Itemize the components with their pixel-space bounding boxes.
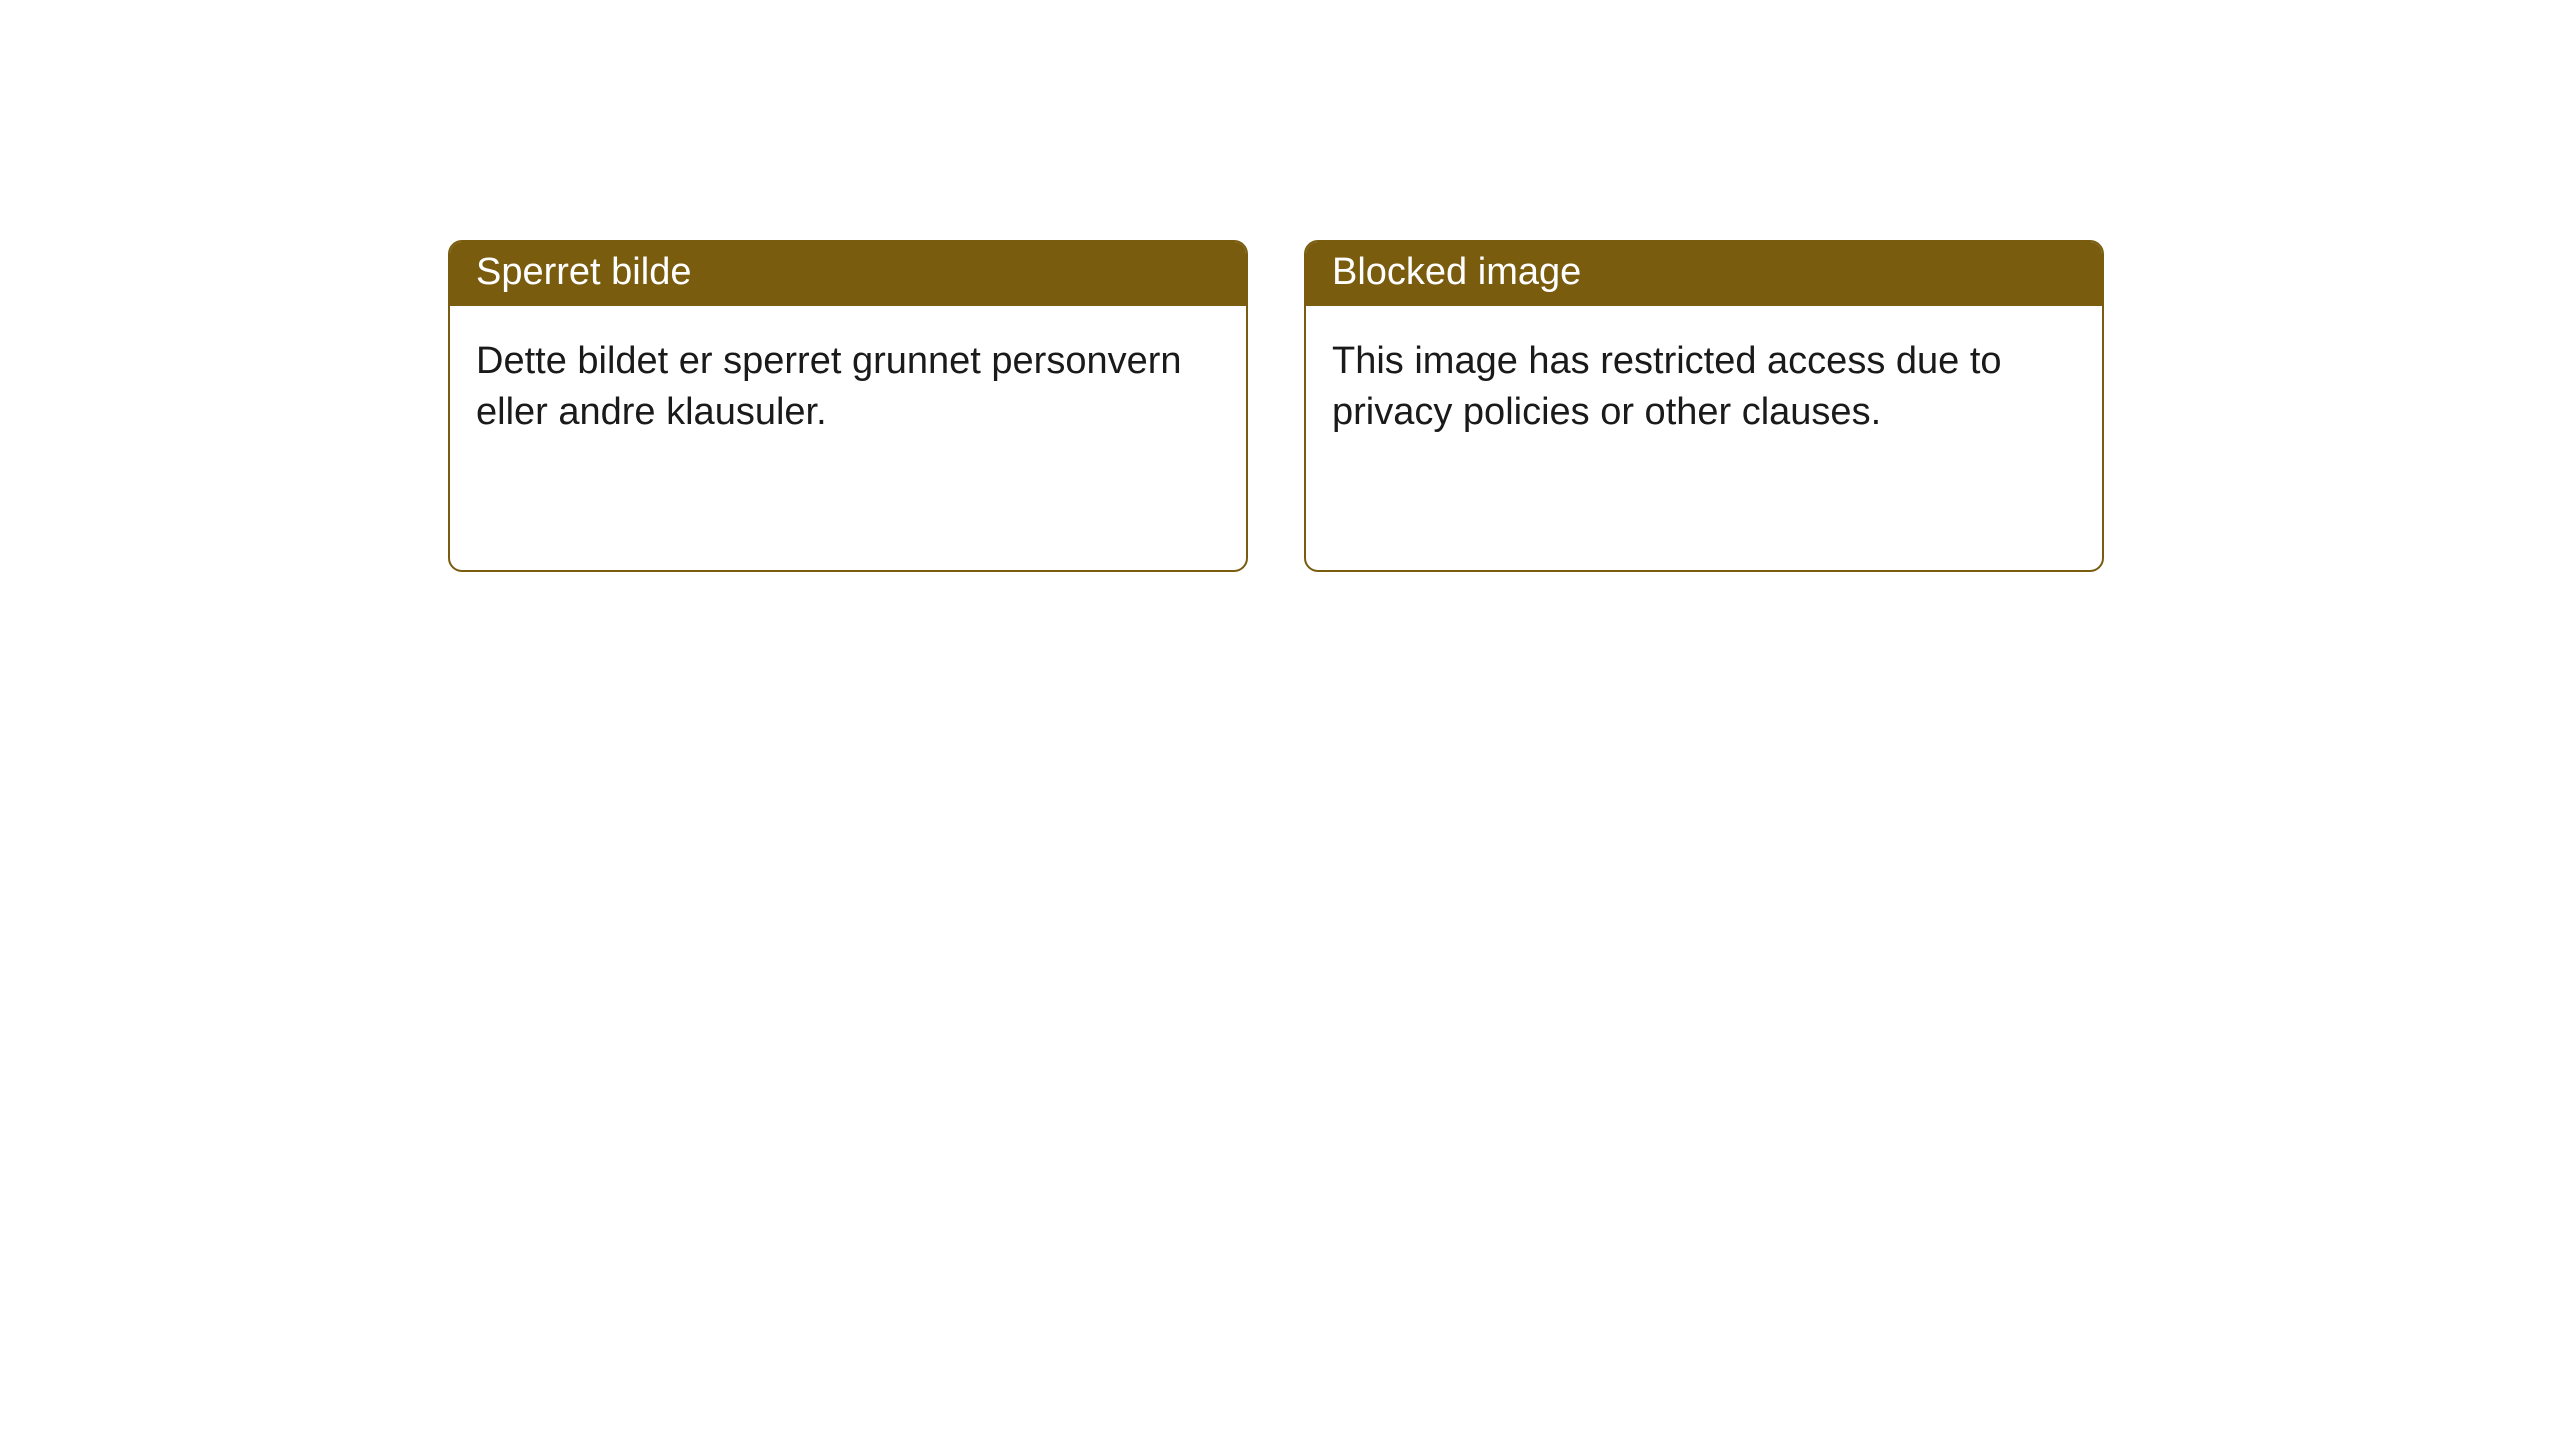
notice-card-body: This image has restricted access due to … [1306, 306, 2102, 469]
notice-card-norwegian: Sperret bilde Dette bildet er sperret gr… [448, 240, 1248, 572]
notice-card-english: Blocked image This image has restricted … [1304, 240, 2104, 572]
notice-container: Sperret bilde Dette bildet er sperret gr… [448, 240, 2104, 572]
notice-card-body: Dette bildet er sperret grunnet personve… [450, 306, 1246, 469]
notice-card-title: Sperret bilde [450, 242, 1246, 306]
notice-card-title: Blocked image [1306, 242, 2102, 306]
